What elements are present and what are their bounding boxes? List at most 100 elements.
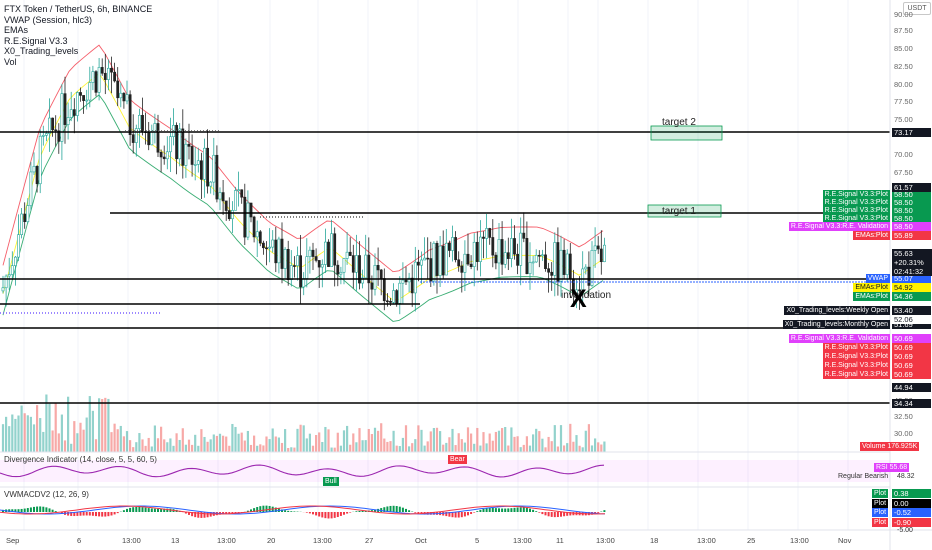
- macd-histogram-bar: [14, 509, 17, 512]
- volume-bar: [116, 429, 119, 452]
- price-tag-label: R.E.Signal V3.3:R.E. Validation: [788, 334, 890, 343]
- candle-body: [91, 71, 95, 83]
- price-tag-value: 54.36: [892, 292, 931, 301]
- volume-bar: [29, 416, 32, 452]
- price-tick: 77.50: [894, 97, 913, 106]
- date-label: 18: [650, 536, 659, 545]
- price-change: +20.31%: [894, 258, 924, 267]
- candle-body: [410, 277, 414, 294]
- macd-title[interactable]: VWMACDV2 (12, 26, 9): [4, 490, 89, 499]
- candle-body: [339, 271, 343, 275]
- macd-histogram-bar: [256, 507, 259, 512]
- volume-bar: [414, 439, 417, 452]
- volume-bar: [535, 428, 538, 452]
- legend-vol[interactable]: Vol: [4, 56, 17, 67]
- candle-body: [522, 232, 526, 239]
- candle-body: [460, 265, 464, 273]
- volume-bar: [82, 429, 85, 452]
- macd-histogram-bar: [98, 512, 101, 517]
- volume-bar: [516, 436, 519, 452]
- macd-histogram-bar: [553, 512, 556, 518]
- macd-tag-value: 0.00: [892, 498, 931, 508]
- candle-body: [181, 128, 185, 166]
- volume-bar: [119, 425, 122, 452]
- macd-histogram-bar: [45, 507, 48, 512]
- volume-bar: [321, 441, 324, 452]
- volume-bar: [510, 427, 513, 452]
- candle-body: [234, 190, 237, 211]
- volume-bar: [132, 447, 135, 452]
- volume-bar: [206, 441, 209, 452]
- candle-body: [602, 244, 606, 263]
- macd-histogram-bar: [259, 506, 262, 512]
- macd-histogram-bar: [510, 508, 513, 512]
- candle-body: [119, 92, 123, 99]
- candle-body: [187, 143, 191, 147]
- date-label: 13:00: [313, 536, 332, 545]
- candle-body: [283, 249, 287, 269]
- volume-bar: [336, 432, 339, 452]
- volume-bar: [153, 425, 156, 452]
- candle-body: [314, 256, 318, 261]
- volume-bar: [262, 445, 265, 452]
- currency-button[interactable]: USDT: [903, 2, 931, 15]
- legend-emas[interactable]: EMAs: [4, 25, 29, 36]
- macd-histogram-bar: [76, 512, 79, 516]
- volume-bar: [98, 398, 101, 452]
- macd-histogram-bar: [23, 508, 26, 512]
- volume-bar: [212, 434, 215, 452]
- volume-bar: [541, 438, 544, 452]
- macd-histogram-bar: [355, 511, 358, 512]
- volume-bar: [466, 427, 470, 452]
- candle-body: [240, 189, 244, 198]
- candle-body: [165, 151, 169, 160]
- volume-bar: [191, 444, 194, 452]
- volume-bar: [528, 445, 532, 452]
- candle-body: [488, 228, 492, 238]
- volume-bar: [597, 442, 600, 452]
- volume-bar: [429, 431, 432, 452]
- price-tick: 80.00: [894, 80, 913, 89]
- macd-histogram-bar: [188, 512, 190, 515]
- volume-bar: [187, 439, 191, 452]
- volume-bar: [324, 426, 327, 452]
- volume-bar: [156, 438, 160, 452]
- legend-vwap[interactable]: VWAP (Session, hlc3): [4, 14, 93, 25]
- legend-resignal[interactable]: R.E.Signal V3.3: [4, 35, 68, 46]
- price-tick: 90.00: [894, 10, 913, 19]
- volume-bar: [572, 441, 575, 452]
- volume-bar: [1, 424, 5, 452]
- candle-body: [478, 236, 482, 262]
- volume-bar: [147, 437, 150, 452]
- legend-levels[interactable]: X0_Trading_levels: [4, 46, 79, 57]
- macd-histogram-bar: [33, 506, 35, 512]
- candle-body: [447, 242, 451, 251]
- macd-histogram-bar: [126, 508, 128, 512]
- candle-body: [559, 249, 563, 282]
- volume-bar: [389, 441, 392, 452]
- chart-title[interactable]: FTX Token / TetherUS, 6h, BINANCE: [4, 4, 153, 14]
- candle-body: [590, 250, 594, 286]
- volume-bar: [5, 416, 8, 452]
- volume-bar: [445, 442, 448, 452]
- volume-bar: [293, 447, 296, 452]
- volume-bar: [101, 399, 104, 452]
- macd-histogram-bar: [383, 507, 386, 512]
- rsi-label: RSI: [876, 464, 888, 471]
- volume-bar: [135, 442, 138, 452]
- volume-bar: [160, 426, 163, 452]
- rsi-title[interactable]: Divergence Indicator (14, close, 5, 5, 6…: [4, 455, 157, 464]
- date-label: 5: [475, 536, 480, 545]
- macd-histogram-bar: [473, 512, 476, 513]
- macd-histogram-bar: [479, 509, 482, 512]
- volume-bar: [544, 447, 547, 452]
- macd-histogram-bar: [324, 512, 327, 519]
- candle-body: [308, 249, 312, 257]
- candle-body: [472, 241, 476, 267]
- candle-body: [38, 135, 42, 185]
- candle-body: [330, 233, 334, 267]
- volume-bar: [370, 434, 373, 452]
- candle-body: [320, 264, 324, 268]
- candle-body: [14, 256, 17, 266]
